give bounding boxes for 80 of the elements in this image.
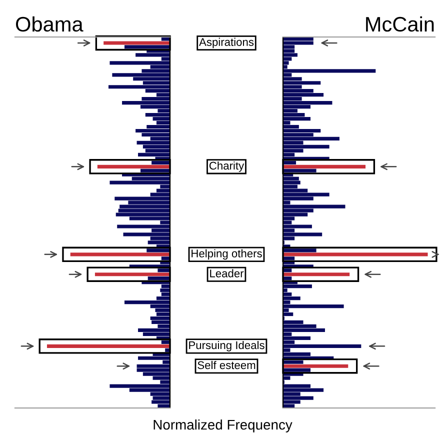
bar [283,136,340,141]
bar [110,384,170,388]
bar [120,204,170,208]
bar [283,101,332,105]
bar [283,69,376,73]
bar [283,364,348,368]
bar [122,101,170,105]
bar [283,312,294,316]
bar [283,296,300,300]
bar [117,224,170,228]
bar [283,344,362,348]
bar [136,128,170,133]
bar [114,196,170,200]
bar [283,360,304,364]
bar [283,232,322,236]
bar [150,316,170,320]
y-tick-label: Leader [210,269,244,278]
bar [283,81,321,85]
bar [138,152,170,156]
bar [283,336,311,340]
bar [283,144,330,148]
bar [110,180,170,184]
bar [152,396,170,400]
bar [283,396,314,400]
y-tick-label: Charity [209,161,244,172]
bar [138,328,170,332]
bar [283,61,289,65]
chart-title: Obama [16,16,84,32]
bar [152,160,170,164]
bar [283,272,350,276]
bar [283,37,314,41]
y-tick-label: Pursuing Ideals [189,340,264,352]
bar [136,140,170,145]
bar [283,168,316,172]
bar [110,61,170,65]
x-axis-title: Normalized Frequency [154,419,292,432]
bar [283,116,311,121]
bar [283,160,296,164]
bar [283,284,312,288]
bar [283,53,298,57]
chart-title: McCain [366,16,434,32]
bar [283,388,324,392]
bar [124,300,170,304]
bar [283,180,300,184]
bar [136,368,170,372]
bar [283,224,312,228]
bar [136,364,170,368]
y-tick-label: Self esteem [198,360,256,370]
bar [118,208,170,212]
bar [283,248,316,252]
bar [152,400,170,404]
bar [123,232,170,236]
bar [148,240,170,244]
bar [283,164,366,168]
bar [283,41,314,45]
bar [152,320,170,324]
bar [112,73,170,77]
bar [116,212,170,216]
bar [146,248,170,252]
bar [158,268,170,272]
bar [160,288,170,292]
bar [124,45,170,49]
bar [283,49,295,53]
bar [136,53,170,57]
bar [283,192,330,196]
bar [283,128,321,133]
bar [140,168,170,172]
y-tick-label: Aspirations [199,38,254,48]
bar [283,204,346,208]
bar [283,176,299,180]
bar [108,85,170,89]
bar [145,112,170,117]
bar [283,252,428,256]
bar [283,328,325,332]
y-tick-label: Helping others [192,249,262,260]
bar [148,276,170,280]
bar [138,356,170,360]
bar [283,368,311,372]
bar [283,304,344,308]
bar [283,93,324,97]
